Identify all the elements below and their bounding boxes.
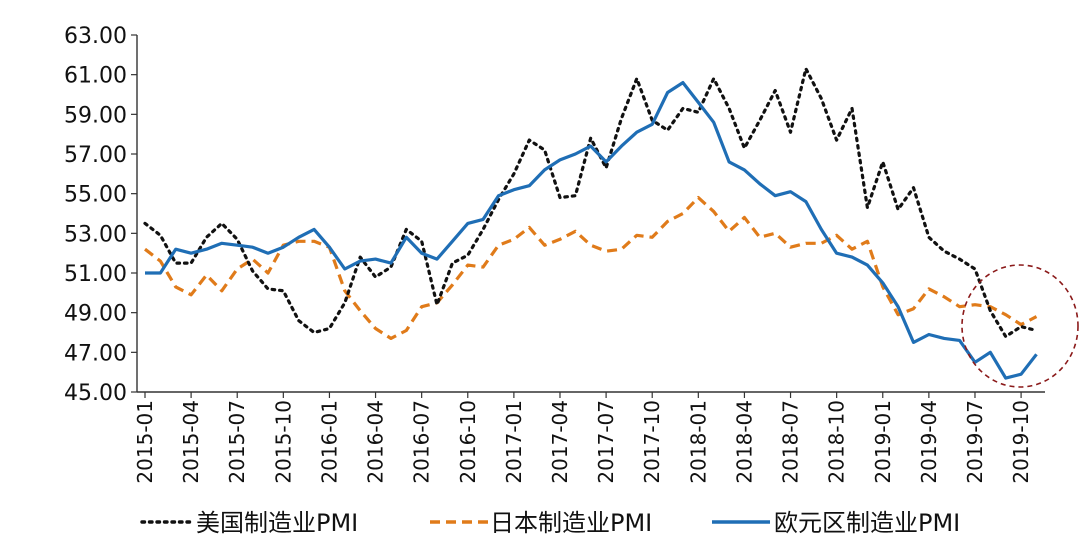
x-tick-label: 2015-04 (179, 400, 203, 484)
x-tick-label: 2016-07 (410, 400, 434, 484)
x-axis-ticks: 2015-01 2015-04 2015-07 2015-10 2016-01 2016-… (133, 392, 1033, 484)
y-tick-label: 61.00 (64, 64, 127, 89)
x-tick-label: 2019-10 (1009, 400, 1033, 484)
y-tick-label: 45.00 (64, 381, 127, 406)
x-tick-label: 2019-01 (871, 400, 895, 484)
legend: 美国制造业PMI 日本制造业PMI 欧元区制造业PMI (140, 509, 960, 537)
axes (136, 35, 1045, 393)
x-tick-label: 2019-04 (917, 400, 941, 484)
x-tick-label: 2018-01 (686, 400, 710, 484)
x-tick-label: 2018-10 (825, 400, 849, 484)
legend-label-0: 美国制造业PMI (196, 509, 358, 537)
x-tick-label: 2017-10 (640, 400, 664, 484)
x-tick-label: 2015-10 (271, 400, 295, 484)
series-lines (143, 67, 1039, 380)
x-tick-label: 2017-01 (502, 400, 526, 484)
x-tick-label: 2016-10 (456, 400, 480, 484)
series-line-2 (145, 80, 1038, 380)
legend-label-2: 欧元区制造业PMI (774, 509, 960, 537)
x-tick-label: 2017-07 (594, 400, 618, 484)
x-tick-label: 2016-01 (317, 400, 341, 484)
x-tick-label: 2016-04 (364, 400, 388, 484)
x-tick-label: 2018-04 (732, 400, 756, 484)
y-tick-label: 63.00 (64, 24, 127, 49)
series-line-1 (144, 196, 1038, 340)
x-tick-label: 2015-01 (133, 400, 157, 484)
y-tick-label: 59.00 (64, 103, 127, 128)
x-tick-label: 2018-07 (779, 400, 803, 484)
y-axis-ticks: 63.00 61.00 59.00 57.00 55.00 53.00 51.00 49.00… (64, 24, 137, 406)
x-tick-label: 2019-07 (963, 400, 987, 484)
y-tick-label: 49.00 (64, 302, 127, 327)
highlight-circle (961, 264, 1079, 388)
y-tick-label: 51.00 (64, 262, 127, 287)
legend-label-1: 日本制造业PMI (490, 509, 652, 537)
y-tick-label: 53.00 (64, 222, 127, 247)
x-tick-label: 2015-07 (225, 400, 249, 484)
x-tick-label: 2017-04 (548, 400, 572, 484)
y-tick-label: 57.00 (64, 143, 127, 168)
y-tick-label: 47.00 (64, 341, 127, 366)
y-tick-label: 55.00 (64, 183, 127, 208)
series-line-0 (143, 67, 1039, 339)
